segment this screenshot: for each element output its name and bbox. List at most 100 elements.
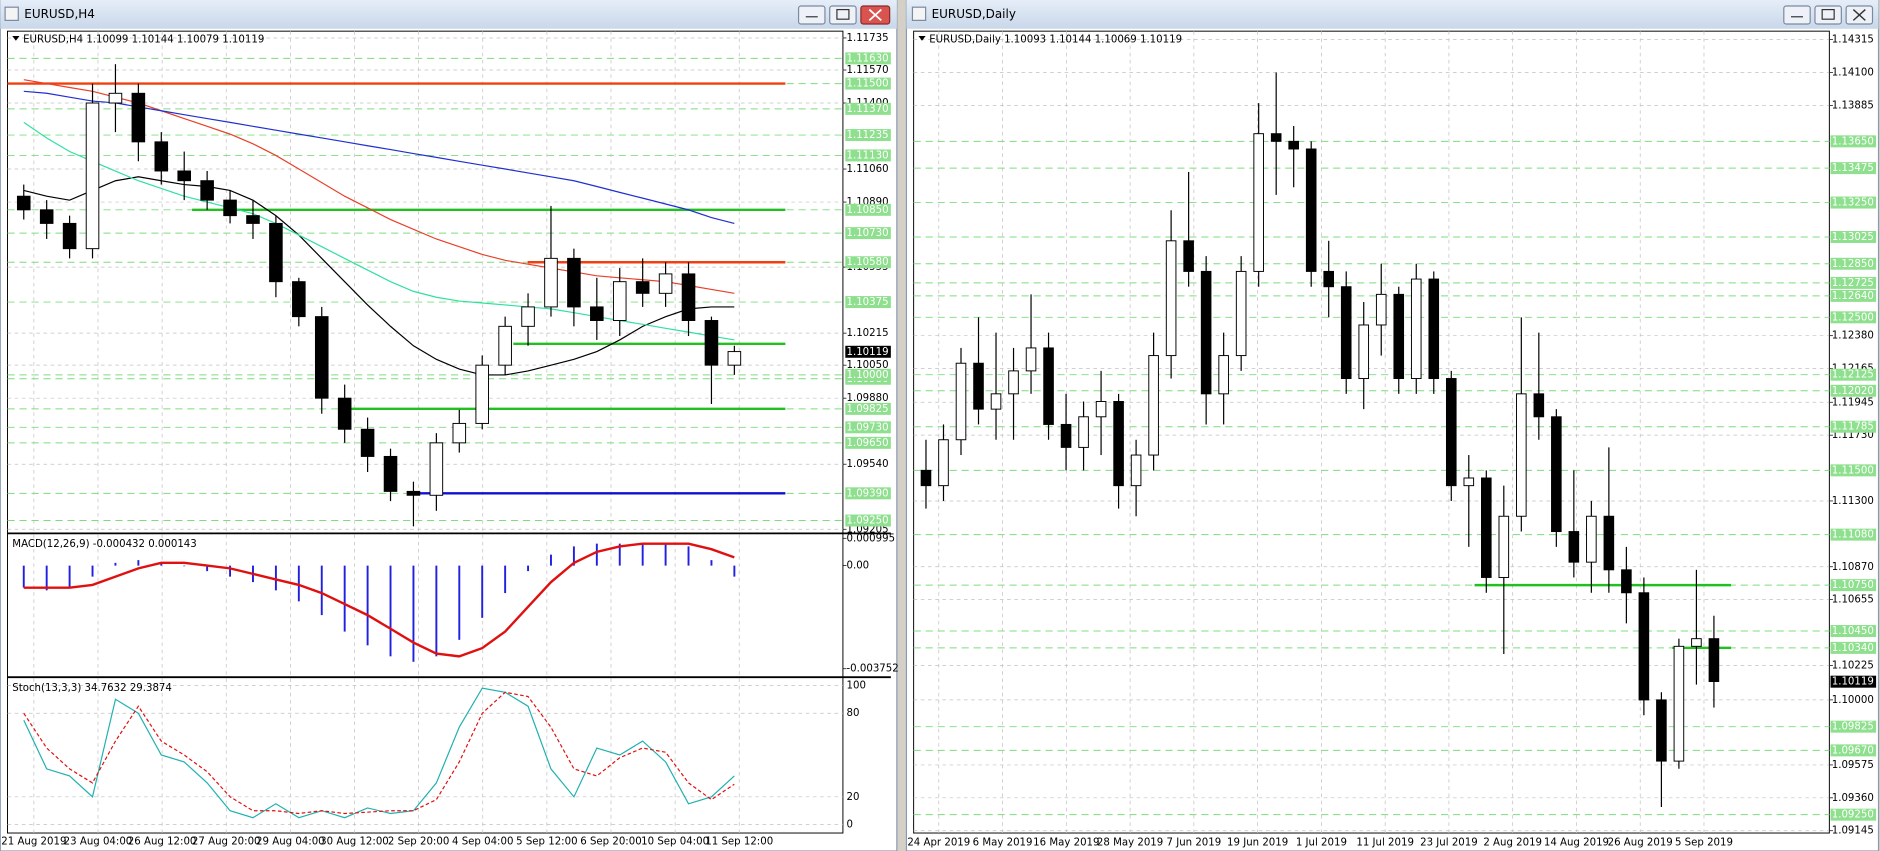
level-box: [1830, 579, 1877, 592]
macd-bar: [206, 565, 209, 572]
x-tick-label: 6 May 2019: [973, 838, 1033, 849]
level-box: [845, 102, 891, 115]
macd-bar: [160, 562, 163, 566]
level-box: [845, 203, 891, 216]
level-box: [1830, 808, 1877, 821]
level-box: [1830, 744, 1877, 757]
level-label: 1.13650: [1832, 136, 1874, 147]
candle-body: [920, 469, 932, 487]
level-label: 1.10340: [1832, 643, 1874, 654]
y-tick-label: 1.11735: [847, 33, 889, 44]
y-tick-label: 0.00: [847, 561, 870, 572]
indicator-label: MACD(12,26,9) -0.000432 0.000143: [12, 539, 196, 550]
level-label: 1.11500: [1832, 465, 1874, 476]
macd-bar: [527, 565, 530, 572]
x-tick-label: 5 Sep 2019: [1675, 838, 1733, 849]
candle-body: [1673, 645, 1685, 762]
candle-body: [1533, 393, 1545, 418]
y-tick-label: 1.09145: [1832, 826, 1874, 837]
candle-body: [1270, 133, 1282, 142]
level-box: [1830, 368, 1877, 381]
candle-body: [1095, 401, 1107, 418]
y-tick-label: 0.000995: [847, 533, 896, 544]
level-box: [1830, 257, 1877, 270]
candle-body: [314, 316, 329, 399]
level-box: [845, 514, 891, 527]
candle-body: [177, 170, 191, 182]
candle-body: [62, 222, 77, 250]
candle-body: [1516, 393, 1527, 517]
x-tick-label: 11 Sep 12:00: [705, 836, 773, 847]
candle-body: [612, 281, 627, 321]
candle-body: [452, 422, 467, 444]
minimize-button[interactable]: [797, 5, 826, 25]
candle-body: [1498, 515, 1510, 578]
candle-body: [269, 222, 283, 283]
x-tick-label: 10 Sep 04:00: [641, 836, 709, 847]
current-price-box: [845, 345, 891, 358]
candle-body: [406, 490, 421, 496]
candle-body: [1358, 324, 1370, 380]
level-label: 1.09825: [1832, 722, 1874, 733]
plot-area: [913, 30, 1830, 834]
level-box: [1830, 196, 1877, 209]
x-tick-label: 30 Aug 12:00: [320, 836, 389, 847]
restore-button[interactable]: [1814, 5, 1842, 25]
y-tick-label: 1.13885: [1832, 100, 1874, 111]
x-tick-label: 23 Jul 2019: [1420, 838, 1478, 849]
y-tick-label: 1.11570: [847, 65, 889, 76]
title-bar: [906, 0, 1879, 29]
candle-body: [1375, 293, 1387, 326]
window-buttons[interactable]: [1783, 5, 1874, 25]
level-label: 1.13250: [1832, 198, 1874, 209]
indicator-label: Stoch(13,3,3) 34.7632 29.3874: [12, 683, 172, 694]
macd-bar: [274, 565, 277, 591]
candle-body: [1235, 270, 1247, 357]
macd-bar: [22, 565, 25, 588]
chart-info: EURUSD,H4 1.10099 1.10144 1.10079 1.1011…: [23, 35, 264, 46]
level-label: 1.12640: [1832, 291, 1874, 302]
candle-body: [1183, 240, 1194, 272]
level-box: [1830, 162, 1877, 175]
icon: [868, 8, 882, 22]
x-tick-label: 2 Aug 2019: [1483, 838, 1542, 849]
level-label: 1.11500: [847, 79, 889, 90]
window-buttons[interactable]: [797, 5, 891, 25]
level-box: [845, 296, 891, 309]
level-box: [1830, 276, 1877, 289]
level-label: 1.11080: [1832, 530, 1874, 541]
macd-bar: [343, 565, 346, 632]
stoch-main: [23, 687, 735, 819]
level-label: 1.09730: [847, 422, 889, 433]
candle-body: [938, 439, 949, 487]
candle-body: [727, 351, 742, 366]
candle-body: [1463, 477, 1475, 487]
restore-button[interactable]: [829, 5, 857, 25]
x-tick-label: 11 Jul 2019: [1356, 838, 1414, 849]
level-box: [1830, 384, 1877, 397]
candle-body: [1428, 278, 1440, 380]
y-tick-label: 1.10870: [1832, 562, 1874, 573]
candle-body: [85, 102, 100, 250]
x-tick-label: 14 Aug 2019: [1544, 838, 1609, 849]
minimize-button[interactable]: [1783, 5, 1811, 25]
icon: [1821, 8, 1835, 20]
level-box: [845, 77, 891, 90]
level-box: [1830, 625, 1877, 638]
window-icon: [911, 6, 927, 21]
x-tick-label: 26 Aug 12:00: [128, 836, 197, 847]
macd-bar: [481, 565, 484, 618]
level-label: 1.13025: [1832, 232, 1874, 243]
candle-body: [567, 257, 581, 308]
macd-bar: [550, 554, 552, 566]
current-price-label: 1.10119: [847, 347, 889, 358]
y-tick-label: 80: [847, 708, 860, 719]
y-tick-label: 100: [847, 680, 866, 691]
candle-body: [292, 281, 306, 318]
level-label: 1.13475: [1832, 163, 1874, 174]
level-box: [1830, 289, 1877, 302]
x-tick-label: 19 Jun 2019: [1227, 838, 1288, 849]
level-box: [1830, 230, 1877, 243]
